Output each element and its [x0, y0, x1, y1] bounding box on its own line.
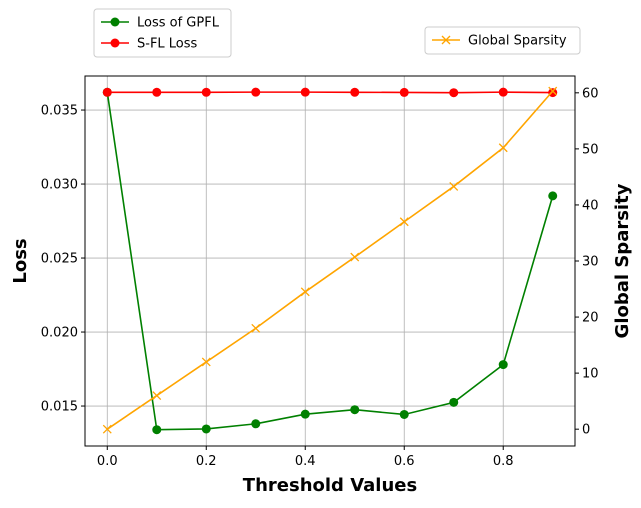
- data-point-s-fl-loss: [201, 87, 211, 97]
- y2-tick-label: 50: [582, 142, 599, 157]
- data-point-global-sparsity: [498, 143, 508, 153]
- legend-marker-loss-of-gpfl: [110, 17, 120, 27]
- y-axis-left-title: Loss: [10, 238, 31, 283]
- legend-box: [424, 26, 581, 55]
- data-point-s-fl-loss: [102, 87, 112, 97]
- data-point-global-sparsity: [350, 252, 360, 262]
- data-point-global-sparsity: [399, 217, 409, 227]
- data-point-loss-of-gpfl: [350, 405, 360, 415]
- y-tick-label: 0.020: [41, 326, 78, 341]
- y-axis-left-ticks: 0.015 0.020 0.025 0.030 0.035: [41, 104, 85, 415]
- y2-tick-label: 0: [582, 423, 590, 438]
- data-point-global-sparsity: [251, 323, 261, 333]
- y2-tick-label: 20: [582, 311, 599, 326]
- data-point-global-sparsity: [449, 181, 459, 191]
- data-point-s-fl-loss: [350, 87, 360, 97]
- data-point-loss-of-gpfl: [548, 191, 558, 201]
- data-point-global-sparsity: [300, 287, 310, 297]
- y-tick-label: 0.030: [41, 178, 78, 193]
- legend-right: Global Sparsity: [424, 26, 581, 55]
- data-point-s-fl-loss: [251, 87, 261, 97]
- x-tick-label: 0.0: [97, 454, 118, 469]
- legend-marker-global-sparsity: [441, 35, 451, 45]
- y2-tick-label: 10: [582, 367, 599, 382]
- legend-label-loss-of-gpfl: Loss of GPFL: [137, 16, 220, 31]
- y-tick-label: 0.035: [41, 104, 78, 119]
- series-s-fl-loss: [102, 87, 558, 98]
- x-tick-label: 0.4: [295, 454, 316, 469]
- y2-tick-label: 30: [582, 255, 599, 270]
- x-tick-label: 0.8: [493, 454, 514, 469]
- x-axis-title: Threshold Values: [243, 475, 417, 496]
- data-point-loss-of-gpfl: [498, 360, 508, 370]
- data-point-loss-of-gpfl: [300, 409, 310, 419]
- data-point-s-fl-loss: [399, 87, 409, 97]
- y2-tick-label: 40: [582, 198, 599, 213]
- series-loss-of-gpfl: [102, 87, 558, 435]
- data-point-global-sparsity: [152, 391, 162, 401]
- y-tick-label: 0.025: [41, 252, 78, 267]
- data-point-loss-of-gpfl: [251, 419, 261, 429]
- data-point-s-fl-loss: [300, 87, 310, 97]
- legend-label-global-sparsity: Global Sparsity: [468, 34, 567, 49]
- series-line-s-fl-loss: [107, 91, 553, 94]
- x-axis-ticks: 0.0 0.2 0.4 0.6 0.8: [97, 446, 514, 469]
- grid-lines: [85, 76, 575, 446]
- data-point-s-fl-loss: [152, 87, 162, 97]
- data-point-s-fl-loss: [498, 87, 508, 97]
- series-line-global-sparsity: [106, 90, 554, 430]
- data-point-loss-of-gpfl: [152, 425, 162, 435]
- legend-marker-s-fl-loss: [110, 38, 120, 48]
- data-point-global-sparsity: [102, 424, 112, 434]
- legend-box: [93, 8, 232, 58]
- data-point-global-sparsity: [201, 357, 211, 367]
- data-point-s-fl-loss: [449, 88, 459, 98]
- data-point-loss-of-gpfl: [201, 424, 211, 434]
- plot-frame: [84, 75, 576, 447]
- series-layer: [102, 86, 558, 435]
- legend-left: Loss of GPFL S-FL Loss: [93, 8, 232, 58]
- x-tick-label: 0.6: [394, 454, 415, 469]
- y-axis-right-ticks: 0 10 20 30 40 50 60: [575, 86, 599, 438]
- legend-label-s-fl-loss: S-FL Loss: [137, 37, 198, 52]
- y-tick-label: 0.015: [41, 400, 78, 415]
- data-point-loss-of-gpfl: [449, 397, 459, 407]
- data-point-loss-of-gpfl: [399, 409, 409, 419]
- series-global-sparsity: [102, 86, 558, 434]
- series-line-loss-of-gpfl: [106, 92, 554, 431]
- data-point-global-sparsity: [548, 86, 558, 96]
- y-axis-right-title: Global Sparsity: [612, 183, 633, 338]
- y2-tick-label: 60: [582, 86, 599, 101]
- x-tick-label: 0.2: [196, 454, 217, 469]
